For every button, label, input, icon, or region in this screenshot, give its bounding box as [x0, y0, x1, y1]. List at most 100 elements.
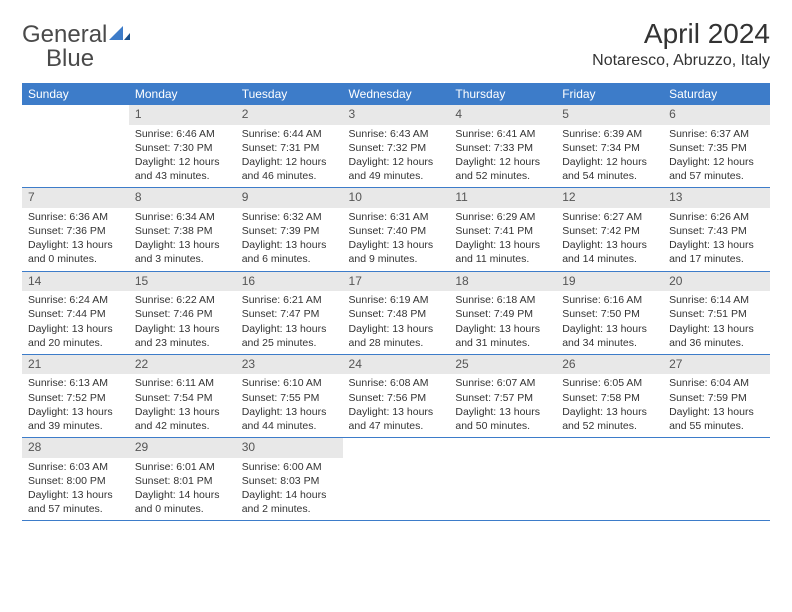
sunrise-text: Sunrise: 6:05 AM [562, 376, 657, 390]
calendar-cell: 13Sunrise: 6:26 AMSunset: 7:43 PMDayligh… [663, 188, 770, 271]
day-info: Sunrise: 6:00 AMSunset: 8:03 PMDaylight:… [236, 458, 343, 521]
day-number: 30 [236, 438, 343, 458]
day-number: 5 [556, 105, 663, 125]
sunset-text: Sunset: 7:55 PM [242, 391, 337, 405]
sunset-text: Sunset: 7:32 PM [349, 141, 444, 155]
calendar-cell: 14Sunrise: 6:24 AMSunset: 7:44 PMDayligh… [22, 271, 129, 354]
daylight-text: Daylight: 13 hours and 11 minutes. [455, 238, 550, 266]
calendar-cell: 5Sunrise: 6:39 AMSunset: 7:34 PMDaylight… [556, 105, 663, 188]
day-number: 16 [236, 272, 343, 292]
day-number: 26 [556, 355, 663, 375]
daylight-text: Daylight: 13 hours and 20 minutes. [28, 322, 123, 350]
day-info: Sunrise: 6:32 AMSunset: 7:39 PMDaylight:… [236, 208, 343, 271]
sunset-text: Sunset: 7:46 PM [135, 307, 230, 321]
calendar-cell: 10Sunrise: 6:31 AMSunset: 7:40 PMDayligh… [343, 188, 450, 271]
day-info: Sunrise: 6:29 AMSunset: 7:41 PMDaylight:… [449, 208, 556, 271]
daylight-text: Daylight: 13 hours and 36 minutes. [669, 322, 764, 350]
day-info: Sunrise: 6:37 AMSunset: 7:35 PMDaylight:… [663, 125, 770, 188]
day-info: Sunrise: 6:16 AMSunset: 7:50 PMDaylight:… [556, 291, 663, 354]
daylight-text: Daylight: 14 hours and 2 minutes. [242, 488, 337, 516]
calendar-table: SundayMondayTuesdayWednesdayThursdayFrid… [22, 83, 770, 521]
day-info: Sunrise: 6:04 AMSunset: 7:59 PMDaylight:… [663, 374, 770, 437]
calendar-cell: 1Sunrise: 6:46 AMSunset: 7:30 PMDaylight… [129, 105, 236, 188]
sunrise-text: Sunrise: 6:29 AM [455, 210, 550, 224]
day-info: Sunrise: 6:36 AMSunset: 7:36 PMDaylight:… [22, 208, 129, 271]
calendar-cell: 8Sunrise: 6:34 AMSunset: 7:38 PMDaylight… [129, 188, 236, 271]
daylight-text: Daylight: 13 hours and 50 minutes. [455, 405, 550, 433]
sunrise-text: Sunrise: 6:10 AM [242, 376, 337, 390]
sunset-text: Sunset: 8:00 PM [28, 474, 123, 488]
sunset-text: Sunset: 7:41 PM [455, 224, 550, 238]
day-number: 7 [22, 188, 129, 208]
daylight-text: Daylight: 12 hours and 57 minutes. [669, 155, 764, 183]
calendar-cell: 2Sunrise: 6:44 AMSunset: 7:31 PMDaylight… [236, 105, 343, 188]
daylight-text: Daylight: 13 hours and 6 minutes. [242, 238, 337, 266]
daylight-text: Daylight: 13 hours and 55 minutes. [669, 405, 764, 433]
sunrise-text: Sunrise: 6:43 AM [349, 127, 444, 141]
calendar-cell: 12Sunrise: 6:27 AMSunset: 7:42 PMDayligh… [556, 188, 663, 271]
calendar-cell: 6Sunrise: 6:37 AMSunset: 7:35 PMDaylight… [663, 105, 770, 188]
sunset-text: Sunset: 7:59 PM [669, 391, 764, 405]
day-header: Monday [129, 83, 236, 105]
calendar-cell: 30Sunrise: 6:00 AMSunset: 8:03 PMDayligh… [236, 438, 343, 521]
calendar-row: 7Sunrise: 6:36 AMSunset: 7:36 PMDaylight… [22, 188, 770, 271]
daylight-text: Daylight: 12 hours and 49 minutes. [349, 155, 444, 183]
sunrise-text: Sunrise: 6:14 AM [669, 293, 764, 307]
sunset-text: Sunset: 7:56 PM [349, 391, 444, 405]
daylight-text: Daylight: 13 hours and 0 minutes. [28, 238, 123, 266]
day-number: 13 [663, 188, 770, 208]
day-info: Sunrise: 6:18 AMSunset: 7:49 PMDaylight:… [449, 291, 556, 354]
sunrise-text: Sunrise: 6:00 AM [242, 460, 337, 474]
logo-word2: Blue [46, 45, 94, 72]
sunset-text: Sunset: 7:51 PM [669, 307, 764, 321]
sunrise-text: Sunrise: 6:27 AM [562, 210, 657, 224]
day-info: Sunrise: 6:24 AMSunset: 7:44 PMDaylight:… [22, 291, 129, 354]
sunset-text: Sunset: 7:36 PM [28, 224, 123, 238]
calendar-cell: 28Sunrise: 6:03 AMSunset: 8:00 PMDayligh… [22, 438, 129, 521]
sunset-text: Sunset: 7:38 PM [135, 224, 230, 238]
day-info: Sunrise: 6:05 AMSunset: 7:58 PMDaylight:… [556, 374, 663, 437]
day-info: Sunrise: 6:22 AMSunset: 7:46 PMDaylight:… [129, 291, 236, 354]
sunset-text: Sunset: 7:48 PM [349, 307, 444, 321]
sunset-text: Sunset: 7:35 PM [669, 141, 764, 155]
calendar-cell: 18Sunrise: 6:18 AMSunset: 7:49 PMDayligh… [449, 271, 556, 354]
day-number: 25 [449, 355, 556, 375]
daylight-text: Daylight: 12 hours and 46 minutes. [242, 155, 337, 183]
day-info: Sunrise: 6:10 AMSunset: 7:55 PMDaylight:… [236, 374, 343, 437]
day-info: Sunrise: 6:46 AMSunset: 7:30 PMDaylight:… [129, 125, 236, 188]
sunrise-text: Sunrise: 6:46 AM [135, 127, 230, 141]
calendar-cell: 9Sunrise: 6:32 AMSunset: 7:39 PMDaylight… [236, 188, 343, 271]
day-number: 14 [22, 272, 129, 292]
sunrise-text: Sunrise: 6:11 AM [135, 376, 230, 390]
day-info: Sunrise: 6:34 AMSunset: 7:38 PMDaylight:… [129, 208, 236, 271]
sunrise-text: Sunrise: 6:39 AM [562, 127, 657, 141]
sunset-text: Sunset: 7:58 PM [562, 391, 657, 405]
day-number: 23 [236, 355, 343, 375]
day-header: Thursday [449, 83, 556, 105]
daylight-text: Daylight: 13 hours and 47 minutes. [349, 405, 444, 433]
daylight-text: Daylight: 13 hours and 44 minutes. [242, 405, 337, 433]
sunrise-text: Sunrise: 6:32 AM [242, 210, 337, 224]
sunset-text: Sunset: 7:33 PM [455, 141, 550, 155]
sunrise-text: Sunrise: 6:18 AM [455, 293, 550, 307]
sunrise-text: Sunrise: 6:44 AM [242, 127, 337, 141]
day-number: 28 [22, 438, 129, 458]
calendar-cell-empty [449, 438, 556, 521]
daylight-text: Daylight: 13 hours and 31 minutes. [455, 322, 550, 350]
calendar-cell: 23Sunrise: 6:10 AMSunset: 7:55 PMDayligh… [236, 354, 343, 437]
day-info: Sunrise: 6:31 AMSunset: 7:40 PMDaylight:… [343, 208, 450, 271]
daylight-text: Daylight: 13 hours and 39 minutes. [28, 405, 123, 433]
day-number: 11 [449, 188, 556, 208]
day-header: Wednesday [343, 83, 450, 105]
calendar-cell-empty [663, 438, 770, 521]
sunset-text: Sunset: 7:42 PM [562, 224, 657, 238]
day-info: Sunrise: 6:01 AMSunset: 8:01 PMDaylight:… [129, 458, 236, 521]
day-header: Sunday [22, 83, 129, 105]
sunrise-text: Sunrise: 6:37 AM [669, 127, 764, 141]
daylight-text: Daylight: 13 hours and 23 minutes. [135, 322, 230, 350]
day-info: Sunrise: 6:39 AMSunset: 7:34 PMDaylight:… [556, 125, 663, 188]
sunrise-text: Sunrise: 6:03 AM [28, 460, 123, 474]
location: Notaresco, Abruzzo, Italy [592, 52, 770, 70]
calendar-cell-empty [22, 105, 129, 188]
sunrise-text: Sunrise: 6:08 AM [349, 376, 444, 390]
